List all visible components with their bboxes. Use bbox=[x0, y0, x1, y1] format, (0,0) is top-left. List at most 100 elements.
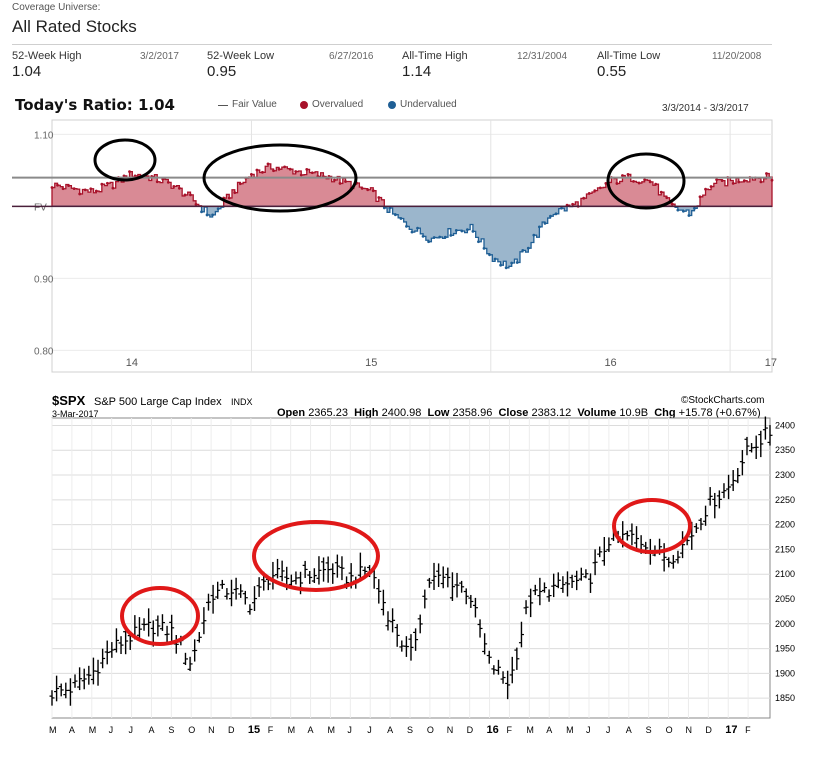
spx-panel: $SPX S&P 500 Large Cap Index INDX ©Stock… bbox=[0, 388, 814, 761]
spx-x-tick-label: J bbox=[109, 725, 114, 735]
spx-x-tick-label: S bbox=[407, 725, 413, 735]
ratio-point bbox=[537, 225, 541, 229]
spx-x-tick-label: M bbox=[526, 725, 534, 735]
ratio-point bbox=[643, 178, 647, 182]
spx-x-tick-label: M bbox=[288, 725, 296, 735]
ratio-point bbox=[333, 178, 336, 182]
ratio-point bbox=[67, 184, 71, 188]
spx-y-tick-label: 2000 bbox=[775, 619, 795, 629]
page-title: All Rated Stocks bbox=[12, 17, 137, 36]
ratio-y-tick-label: FV bbox=[34, 202, 47, 213]
spx-x-tick-label: 17 bbox=[725, 724, 737, 736]
stat-name: All-Time Low bbox=[597, 50, 661, 62]
ratio-point bbox=[393, 213, 397, 217]
spx-x-tick-label: J bbox=[129, 725, 134, 735]
ratio-point bbox=[128, 170, 131, 174]
spx-exchange: INDX bbox=[231, 397, 253, 407]
spx-x-tick-label: A bbox=[546, 725, 552, 735]
ratio-point bbox=[676, 208, 680, 212]
spx-x-tick-label: N bbox=[685, 725, 692, 735]
ratio-point bbox=[504, 266, 508, 270]
ratio-point bbox=[648, 180, 652, 184]
chg-label: Chg bbox=[654, 407, 676, 419]
stat-date: 11/20/2008 bbox=[712, 51, 762, 62]
ratio-point bbox=[482, 247, 486, 250]
ratio-point bbox=[704, 187, 707, 191]
high-value: 2400.98 bbox=[381, 407, 422, 419]
stat-date: 6/27/2016 bbox=[329, 51, 374, 62]
ratio-point bbox=[460, 229, 464, 233]
stat-name: 52-Week Low bbox=[207, 50, 275, 62]
ratio-point bbox=[510, 261, 514, 265]
legend-undervalued: Undervalued bbox=[400, 99, 457, 110]
ratio-point bbox=[543, 222, 547, 225]
spx-x-tick-label: F bbox=[506, 725, 512, 735]
ratio-point bbox=[249, 172, 253, 176]
spx-x-tick-label: J bbox=[606, 725, 611, 735]
ratio-point bbox=[299, 173, 303, 177]
ratio-point bbox=[598, 186, 602, 190]
stat-date: 12/31/2004 bbox=[517, 51, 568, 62]
ratio-plot-area bbox=[51, 119, 773, 373]
ratio-point bbox=[582, 196, 586, 200]
chg-value: +15.78 (+0.67%) bbox=[678, 407, 761, 419]
ratio-point bbox=[693, 206, 696, 210]
ratio-x-tick-label: 17 bbox=[765, 357, 777, 369]
ratio-x-tick-label: 16 bbox=[604, 357, 616, 369]
ratio-point bbox=[78, 192, 82, 196]
ratio-point bbox=[720, 179, 724, 183]
spx-x-tick-label: O bbox=[666, 725, 673, 735]
ratio-point bbox=[283, 165, 287, 169]
ratio-point bbox=[266, 162, 270, 166]
ratio-point bbox=[189, 193, 192, 197]
ratio-point bbox=[360, 187, 364, 190]
spx-x-tick-label: S bbox=[168, 725, 174, 735]
ratio-point bbox=[310, 171, 314, 175]
ratio-point bbox=[172, 184, 176, 188]
ratio-point bbox=[305, 168, 309, 171]
ratio-point bbox=[405, 224, 408, 228]
spx-x-tick-label: O bbox=[427, 725, 434, 735]
ratio-point bbox=[371, 189, 375, 193]
ratio-point bbox=[560, 206, 563, 210]
ratio-point bbox=[255, 168, 259, 172]
ratio-point bbox=[194, 203, 198, 206]
ratio-point bbox=[615, 182, 619, 185]
spx-x-tick-label: A bbox=[308, 725, 314, 735]
ratio-chart: 1.10 FV 0.90 0.80 14 15 16 17 bbox=[12, 119, 777, 373]
spx-x-tick-label: S bbox=[646, 725, 652, 735]
ratio-point bbox=[216, 207, 220, 211]
ratio-point bbox=[532, 233, 536, 237]
ratio-point bbox=[83, 188, 87, 192]
ratio-point bbox=[698, 195, 702, 199]
ratio-point bbox=[72, 187, 76, 190]
ratio-point bbox=[382, 206, 386, 210]
stat-date: 3/2/2017 bbox=[140, 51, 179, 62]
ratio-point bbox=[709, 185, 713, 188]
ratio-point bbox=[477, 240, 480, 244]
ratio-point bbox=[515, 261, 519, 264]
ratio-point bbox=[465, 228, 469, 232]
ratio-point bbox=[166, 180, 170, 184]
ratio-point bbox=[587, 191, 591, 195]
ratio-point bbox=[399, 217, 403, 220]
spx-y-tick-label: 1900 bbox=[775, 668, 795, 678]
ratio-point bbox=[737, 180, 741, 184]
ratio-point bbox=[233, 191, 237, 195]
low-value: 2358.96 bbox=[452, 407, 493, 419]
spx-y-tick-label: 1950 bbox=[775, 644, 795, 654]
spx-x-tick-label: D bbox=[467, 725, 474, 735]
highlight-ellipse-2015 bbox=[252, 520, 380, 592]
ratio-point bbox=[61, 187, 65, 191]
ratio-point bbox=[183, 193, 187, 197]
spx-x-tick-label: M bbox=[89, 725, 97, 735]
spx-y-tick-label: 2050 bbox=[775, 594, 795, 604]
stat-name: All-Time High bbox=[402, 50, 468, 62]
spx-x-tick-label: F bbox=[268, 725, 274, 735]
spx-x-tick-label: J bbox=[367, 725, 372, 735]
spx-y-tick-label: 2350 bbox=[775, 445, 795, 455]
spx-x-tick-label: M bbox=[566, 725, 574, 735]
ratio-x-tick-label: 15 bbox=[365, 357, 377, 369]
ratio-y-tick-label: 0.80 bbox=[34, 346, 54, 357]
high-label: High bbox=[354, 407, 379, 419]
